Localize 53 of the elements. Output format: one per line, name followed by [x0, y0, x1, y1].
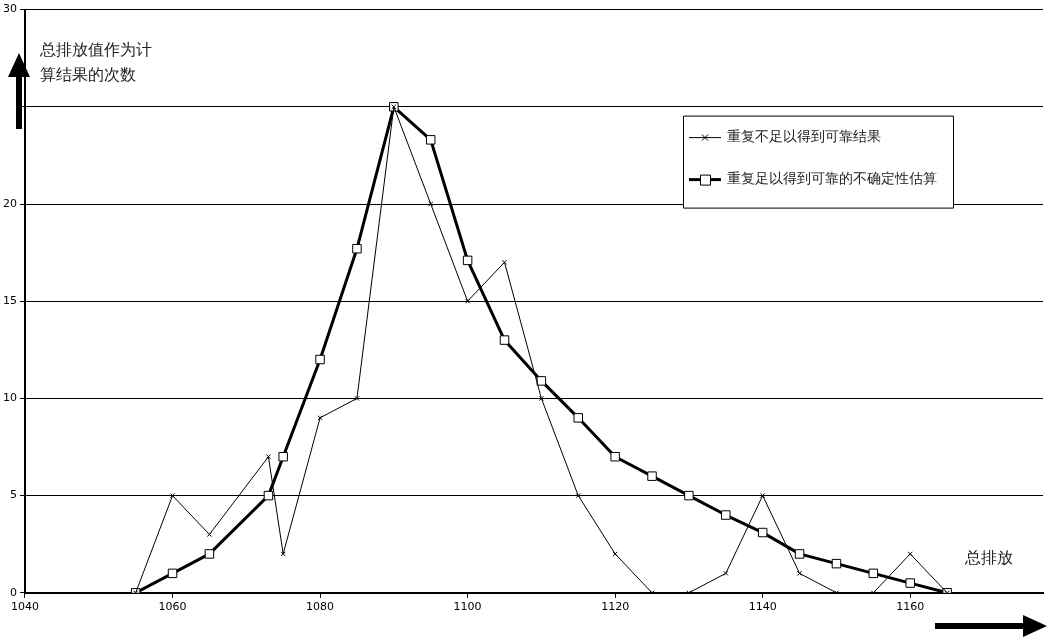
legend-label: 重复足以得到可靠的不确定性估算: [727, 170, 937, 187]
x-tick-label: 1080: [306, 600, 335, 614]
point: [721, 510, 731, 520]
point: [464, 298, 471, 304]
y-tick-label: 10: [3, 391, 17, 405]
point: [538, 395, 544, 402]
point: [612, 551, 618, 557]
point: [428, 201, 434, 207]
point: [757, 527, 768, 538]
point: [831, 558, 842, 569]
point: [575, 492, 581, 499]
point: [610, 451, 620, 462]
point: [536, 376, 547, 386]
point: [354, 395, 360, 402]
y-tick-label: 20: [3, 196, 17, 210]
x-tick-label: 1100: [453, 600, 482, 614]
x-axis-title: 总排放: [964, 547, 1013, 567]
point: [794, 549, 805, 559]
point: [723, 570, 729, 576]
point: [907, 551, 913, 557]
point: [317, 415, 323, 421]
x-tick-label: 1140: [748, 600, 777, 614]
point: [167, 568, 178, 579]
point: [204, 549, 215, 559]
y-axis-title: 总排放值作为计算结果的次数: [39, 39, 152, 84]
point: [760, 492, 766, 499]
point: [169, 492, 176, 499]
point: [796, 570, 803, 576]
point: [206, 531, 213, 538]
x-tick-label: 1060: [158, 600, 187, 614]
x-tick-label: 1160: [896, 600, 925, 614]
point: [647, 471, 657, 481]
point: [684, 490, 694, 501]
point: [501, 259, 508, 265]
point: [905, 578, 915, 588]
y-tick-label: 30: [3, 2, 17, 16]
legend-label: 重复不足以得到可靠结果: [727, 128, 881, 145]
point: [499, 335, 510, 345]
y-tick-label: 5: [10, 488, 17, 502]
point: [462, 255, 473, 266]
point: [280, 551, 286, 557]
y-tick-label: 15: [3, 294, 17, 308]
y-tick-label: 0: [10, 585, 17, 599]
point: [278, 451, 288, 462]
x-tick-label: 1120: [601, 600, 630, 614]
point: [573, 413, 583, 423]
point: [868, 568, 879, 579]
point: [425, 135, 436, 145]
point: [352, 243, 362, 254]
point: [265, 454, 272, 460]
x-tick-label: 1040: [11, 600, 39, 614]
point: [315, 354, 325, 365]
point: [263, 490, 274, 501]
